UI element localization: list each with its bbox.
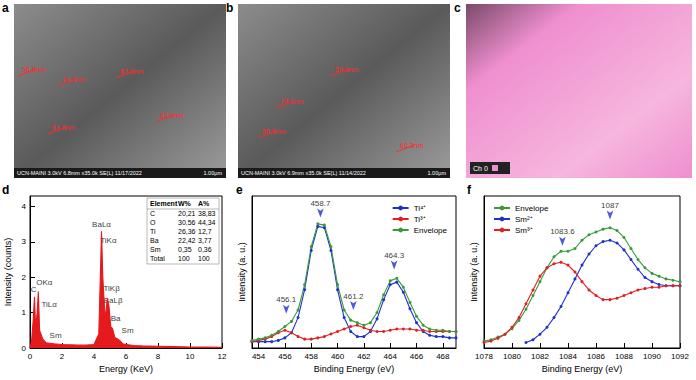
svg-text:Ch 0: Ch 0 — [473, 165, 488, 172]
svg-text:466: 466 — [410, 352, 424, 361]
svg-text:Ti⁴⁺: Ti⁴⁺ — [414, 204, 427, 213]
svg-text:C: C — [150, 210, 155, 217]
svg-text:2: 2 — [60, 352, 65, 361]
svg-text:1088: 1088 — [615, 352, 633, 361]
svg-text:61.6nm: 61.6nm — [52, 124, 76, 131]
svg-text:Ba: Ba — [111, 314, 121, 323]
svg-text:6: 6 — [124, 352, 129, 361]
svg-text:38,83: 38,83 — [198, 210, 216, 217]
svg-text:1080: 1080 — [503, 352, 521, 361]
svg-text:1087: 1087 — [601, 201, 619, 210]
svg-text:BaLα: BaLα — [92, 220, 111, 229]
svg-text:Ti³⁺: Ti³⁺ — [414, 215, 426, 224]
svg-text:1082: 1082 — [531, 352, 549, 361]
svg-text:20,21: 20,21 — [178, 210, 196, 217]
svg-text:OKα: OKα — [36, 278, 53, 287]
svg-text:Sm: Sm — [122, 326, 134, 335]
svg-text:Total: Total — [150, 255, 165, 262]
svg-text:Binding Energy (eV): Binding Energy (eV) — [542, 364, 623, 374]
svg-text:460: 460 — [331, 352, 345, 361]
svg-text:Sm²⁺: Sm²⁺ — [515, 215, 533, 224]
svg-text:12: 12 — [218, 352, 227, 361]
svg-text:a: a — [2, 1, 9, 15]
svg-text:44,34: 44,34 — [198, 219, 216, 226]
svg-text:63.9nm: 63.9nm — [160, 112, 184, 119]
svg-text:1.00μm: 1.00μm — [428, 170, 447, 176]
svg-text:UCN-MAINI 3.0kV 6.8mm x35.0k S: UCN-MAINI 3.0kV 6.8mm x35.0k SE(L) 11/17… — [17, 170, 142, 176]
svg-text:TiKα: TiKα — [100, 236, 117, 245]
svg-text:1092: 1092 — [671, 352, 689, 361]
svg-text:454: 454 — [252, 352, 266, 361]
svg-text:TiLα: TiLα — [41, 300, 57, 309]
svg-text:Intensity (a. u.): Intensity (a. u.) — [237, 242, 247, 302]
svg-text:4: 4 — [22, 202, 27, 211]
svg-text:1: 1 — [22, 308, 27, 317]
svg-text:30,56: 30,56 — [178, 219, 196, 226]
svg-text:468: 468 — [436, 352, 450, 361]
svg-text:Envelope: Envelope — [414, 226, 448, 235]
svg-text:8: 8 — [156, 352, 161, 361]
svg-text:59.9nm: 59.9nm — [335, 66, 359, 73]
svg-text:0: 0 — [28, 352, 33, 361]
svg-text:b: b — [226, 1, 233, 15]
svg-text:O: O — [150, 219, 156, 226]
svg-text:1086: 1086 — [587, 352, 605, 361]
svg-text:1083.6: 1083.6 — [550, 227, 575, 236]
svg-text:d: d — [2, 183, 9, 197]
svg-text:67.9nm: 67.9nm — [120, 68, 144, 75]
svg-text:Intensity (a. u.): Intensity (a. u.) — [469, 242, 479, 302]
svg-text:458.7: 458.7 — [310, 199, 331, 208]
svg-text:e: e — [236, 183, 243, 197]
svg-text:456.1: 456.1 — [276, 295, 297, 304]
svg-text:73.1nm: 73.1nm — [280, 98, 304, 105]
svg-text:A%: A% — [198, 200, 210, 207]
svg-text:UCN-MAINI 3.0kV 6.9mm x35.0k S: UCN-MAINI 3.0kV 6.9mm x35.0k SE(L) 11/14… — [241, 170, 366, 176]
svg-text:Energy (KeV): Energy (KeV) — [99, 364, 153, 374]
svg-text:100: 100 — [198, 255, 210, 262]
svg-text:TiKβ: TiKβ — [103, 284, 120, 293]
svg-text:3: 3 — [22, 237, 27, 246]
svg-text:Ti: Ti — [150, 228, 156, 235]
svg-text:Element: Element — [150, 200, 178, 207]
svg-text:0,35: 0,35 — [178, 246, 192, 253]
svg-text:56.8nm: 56.8nm — [22, 66, 46, 73]
svg-text:461.2: 461.2 — [343, 292, 364, 301]
svg-text:Sm³⁺: Sm³⁺ — [515, 226, 533, 235]
svg-text:C: C — [30, 285, 37, 295]
svg-text:0: 0 — [22, 344, 27, 353]
svg-text:1084: 1084 — [559, 352, 577, 361]
svg-text:BaLβ: BaLβ — [103, 296, 123, 306]
svg-text:Binding Energy (eV): Binding Energy (eV) — [314, 364, 395, 374]
svg-text:458: 458 — [305, 352, 319, 361]
svg-text:1.00μm: 1.00μm — [204, 170, 223, 176]
svg-text:Intensity (counts): Intensity (counts) — [3, 238, 13, 307]
svg-text:0,36: 0,36 — [198, 246, 212, 253]
svg-text:W%: W% — [178, 200, 192, 207]
svg-text:75.4nm: 75.4nm — [62, 76, 86, 83]
svg-text:22,42: 22,42 — [178, 237, 196, 244]
svg-text:462: 462 — [357, 352, 371, 361]
svg-text:f: f — [467, 183, 472, 197]
svg-text:464: 464 — [384, 352, 398, 361]
svg-text:456: 456 — [278, 352, 292, 361]
svg-text:12,7: 12,7 — [198, 228, 212, 235]
svg-text:1090: 1090 — [643, 352, 661, 361]
svg-text:2: 2 — [22, 273, 27, 282]
svg-text:1078: 1078 — [475, 352, 493, 361]
svg-text:Ba: Ba — [150, 237, 159, 244]
svg-text:Sm: Sm — [150, 246, 161, 253]
svg-text:100: 100 — [178, 255, 190, 262]
svg-text:69.3nm: 69.3nm — [400, 142, 424, 149]
svg-text:Envelope: Envelope — [515, 204, 549, 213]
svg-text:26,36: 26,36 — [178, 228, 196, 235]
svg-text:10: 10 — [186, 352, 195, 361]
svg-text:Sm: Sm — [50, 331, 62, 340]
svg-text:3,77: 3,77 — [198, 237, 212, 244]
svg-text:55.9nm: 55.9nm — [262, 128, 286, 135]
svg-text:4: 4 — [92, 352, 97, 361]
svg-text:c: c — [454, 1, 461, 15]
svg-text:464.3: 464.3 — [384, 251, 405, 260]
